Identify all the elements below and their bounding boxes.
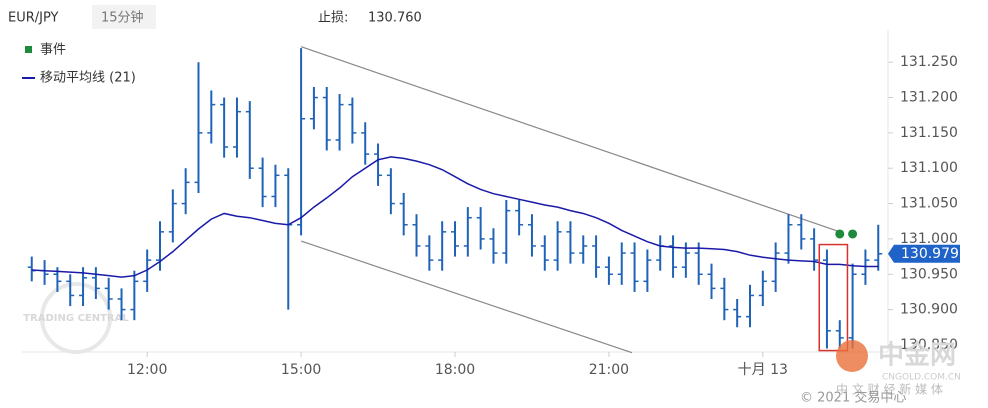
y-tick-label: 131.150	[900, 125, 958, 141]
x-tick-label: 15:00	[281, 362, 321, 378]
stop-loss: 130.760	[368, 11, 422, 26]
trend-channel	[300, 46, 840, 233]
last-price-label: 130.979	[901, 246, 959, 262]
watermark-logo	[836, 340, 868, 372]
y-tick-label: 131.200	[900, 90, 958, 106]
x-tick-label: 21:00	[589, 362, 629, 378]
y-tick-label: 130.850	[900, 337, 958, 353]
legend-event: 事件	[40, 43, 66, 58]
stop-loss-label: 止损:	[318, 11, 348, 26]
y-tick-label: 131.000	[900, 231, 958, 247]
last-price-tag	[888, 244, 960, 263]
y-tick-label: 131.050	[900, 196, 958, 212]
x-tick-label: 12:00	[127, 362, 167, 378]
watermark: CNGOLD.COM.CN	[882, 373, 961, 383]
watermark: TRADING CENTRAL	[23, 313, 129, 324]
watermark: 中金网	[878, 340, 956, 371]
event-marker[interactable]	[848, 229, 858, 239]
y-tick-label: 131.100	[900, 160, 958, 176]
event-marker[interactable]	[835, 229, 845, 239]
y-tick-label: 131.250	[900, 54, 958, 70]
y-tick-label: 130.900	[900, 302, 958, 318]
legend-ma: 移动平均线 (21)	[40, 71, 136, 86]
symbol: EUR/JPY	[8, 11, 59, 26]
legend-event-swatch	[25, 46, 32, 53]
watermark: 中 文 财 经 新 媒 体	[836, 382, 943, 397]
watermark-logo	[40, 282, 112, 354]
moving-average	[31, 156, 879, 278]
highlight-box	[818, 243, 849, 352]
trend-channel	[300, 240, 633, 354]
x-tick-label: 18:00	[435, 362, 475, 378]
interval-chip[interactable]	[92, 5, 156, 29]
copyright: © 2021 交易中心	[800, 390, 906, 406]
x-tick-label: 十月 13	[738, 362, 788, 378]
y-tick-label: 130.950	[900, 266, 958, 282]
interval[interactable]: 15分钟	[101, 10, 144, 26]
